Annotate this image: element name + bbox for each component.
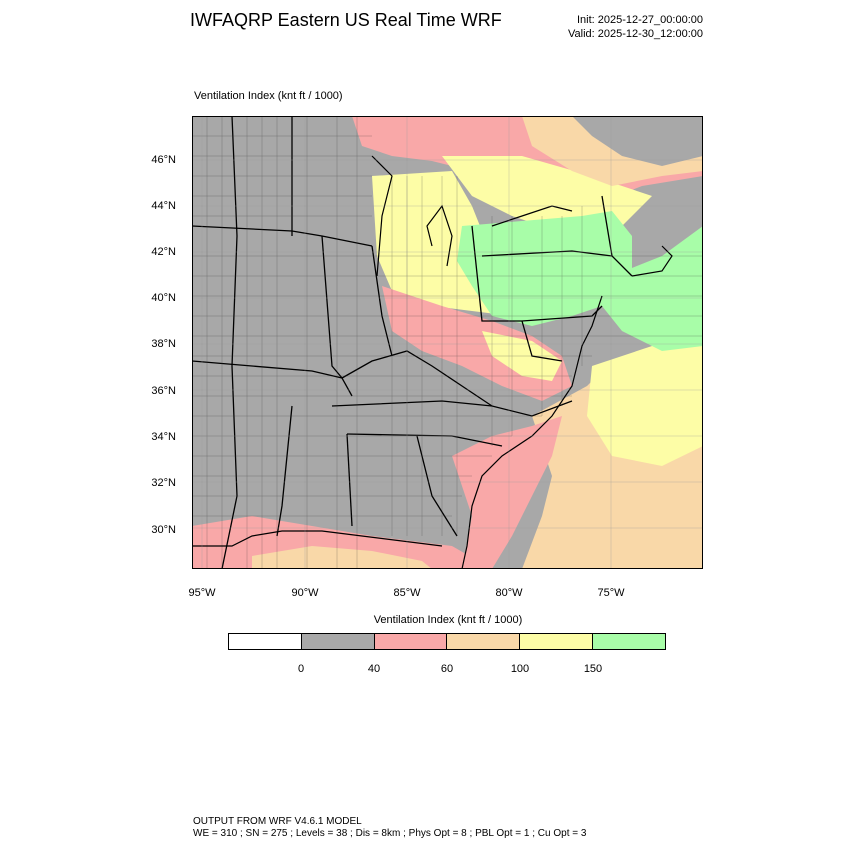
lat-label: 30°N [151, 524, 176, 536]
lat-label: 36°N [151, 385, 176, 397]
lat-label: 34°N [151, 431, 176, 443]
legend-threshold: 0 [297, 663, 305, 675]
legend-box [229, 634, 302, 649]
lon-label: 95°W [188, 587, 216, 599]
legend-box [447, 634, 521, 649]
lon-label: 85°W [393, 587, 421, 599]
legend-threshold: 100 [510, 663, 530, 675]
lat-label: 44°N [151, 200, 176, 212]
init-time: Init: 2025-12-27_00:00:00 [577, 14, 703, 26]
lat-label: 42°N [151, 246, 176, 258]
legend-threshold: 60 [440, 663, 454, 675]
legend-title: Ventilation Index (knt ft / 1000) [373, 614, 523, 626]
lat-label: 32°N [151, 477, 176, 489]
footer-line-1: OUTPUT FROM WRF V4.6.1 MODEL [193, 816, 362, 827]
graticule [192, 116, 703, 569]
map-subtitle: Ventilation Index (knt ft / 1000) [194, 90, 343, 102]
footer-line-2: WE = 310 ; SN = 275 ; Levels = 38 ; Dis … [193, 828, 587, 839]
legend-box [520, 634, 594, 649]
lon-label: 75°W [597, 587, 625, 599]
main-title: IWFAQRP Eastern US Real Time WRF [190, 10, 502, 30]
ventilation-index-map [192, 116, 703, 569]
lat-label: 46°N [151, 154, 176, 166]
legend-threshold: 150 [583, 663, 603, 675]
lat-label: 40°N [151, 292, 176, 304]
init-valid-info: Init: 2025-12-27_00:00:00 Valid: 2025-12… [520, 13, 703, 41]
legend-box [593, 634, 665, 649]
valid-time: Valid: 2025-12-30_12:00:00 [568, 28, 703, 40]
lat-label: 38°N [151, 338, 176, 350]
legend-color-bar [228, 633, 666, 650]
lon-label: 80°W [495, 587, 523, 599]
legend-threshold: 40 [367, 663, 381, 675]
model-footer: OUTPUT FROM WRF V4.6.1 MODEL WE = 310 ; … [193, 816, 586, 840]
legend-box [374, 634, 448, 649]
lon-label: 90°W [291, 587, 319, 599]
legend-box [301, 634, 375, 649]
